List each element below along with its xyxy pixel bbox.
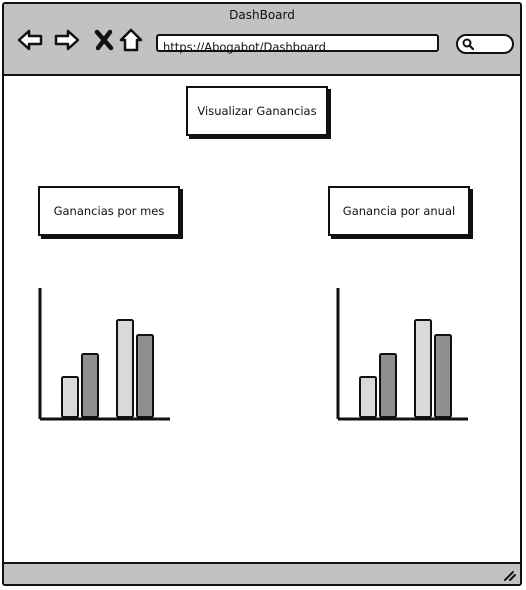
chart-bar: [434, 334, 452, 418]
status-bar: [4, 562, 520, 584]
address-bar[interactable]: [156, 34, 439, 54]
home-icon[interactable]: [117, 26, 145, 54]
browser-titlebar: DashBoard: [4, 4, 520, 76]
visualize-earnings-button[interactable]: Visualizar Ganancias: [186, 86, 328, 136]
search-icon: [462, 38, 474, 50]
resize-grip-icon[interactable]: [502, 567, 516, 581]
chart-bar: [359, 376, 377, 418]
annual-earnings-chart: [336, 288, 468, 421]
annual-earnings-button[interactable]: Ganancia por anual: [328, 186, 470, 236]
chart-bar: [81, 353, 99, 418]
monthly-earnings-button[interactable]: Ganancias por mes: [38, 186, 180, 236]
chart-bar: [116, 319, 134, 418]
monthly-earnings-chart: [38, 288, 170, 421]
forward-arrow-icon[interactable]: [53, 26, 81, 54]
browser-window: DashBoard Visualizar Ganancias Ganancias…: [2, 2, 522, 586]
chart-bar: [414, 319, 432, 418]
search-box[interactable]: [456, 34, 514, 54]
url-input[interactable]: [158, 40, 437, 54]
chart-bar: [61, 376, 79, 418]
chart-bar: [379, 353, 397, 418]
close-icon[interactable]: [90, 26, 118, 54]
back-arrow-icon[interactable]: [16, 26, 44, 54]
window-title: DashBoard: [229, 8, 295, 22]
chart-bar: [136, 334, 154, 418]
